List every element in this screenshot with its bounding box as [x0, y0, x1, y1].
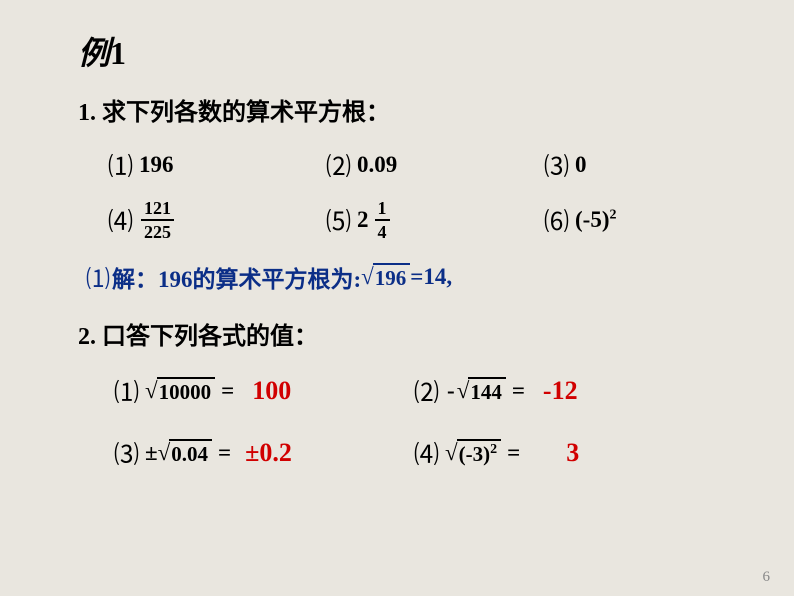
answer-value: 100	[252, 376, 291, 406]
item-6: ⑹ (-5)2	[544, 202, 762, 238]
sqrt-expression: - √ 144 =	[445, 377, 531, 405]
solution-text: 196的算术平方根为:	[158, 260, 361, 294]
equals-sign: =	[507, 440, 520, 466]
prompt-2: 2. 口答下列各式的值：	[78, 316, 734, 351]
item-label: ⑴	[108, 147, 133, 183]
radicand: 196	[373, 263, 411, 291]
negative-sign: -	[447, 378, 455, 404]
item-label: ⑹	[544, 202, 569, 238]
item-2: ⑵ 0.09	[326, 147, 544, 183]
answer-value: 3	[566, 438, 579, 468]
answer-value: -12	[543, 376, 578, 406]
numerator: 121	[141, 199, 174, 221]
answer-row-2: ⑶ ± √ 0.04 = ±0.2 ⑷ √ (-3)2 = 3	[114, 435, 734, 471]
item-4: ⑷ 121 225	[108, 199, 326, 241]
solution-prefix: 解：	[112, 260, 158, 294]
radicand: 10000	[157, 377, 216, 405]
item-label: ⑴	[114, 373, 139, 409]
item-label: ⑷	[108, 202, 133, 238]
fraction: 1 4	[375, 199, 390, 241]
sqrt-expression: √ 10000 =	[145, 377, 240, 405]
item-label: ⑷	[414, 435, 439, 471]
equals-sign: =	[218, 440, 231, 466]
sqrt-expression: √ (-3)2 =	[445, 439, 526, 467]
item-value: 196	[139, 152, 174, 178]
equals-sign: =	[512, 378, 525, 404]
items-row-1: ⑴ 196 ⑵ 0.09 ⑶ 0	[108, 147, 734, 183]
title-number: 1	[110, 35, 126, 71]
expr-1: ⑴ √ 10000 = 100	[114, 373, 374, 409]
item-label: ⑶	[114, 435, 139, 471]
item-label: ⑸	[326, 202, 351, 238]
expr-4: ⑷ √ (-3)2 = 3	[414, 435, 674, 471]
sqrt-expression: √ 196	[361, 263, 410, 291]
solution-result: =14,	[410, 264, 452, 290]
page-number: 6	[763, 569, 771, 586]
item-3: ⑶ 0	[544, 147, 762, 183]
item-value: (-5)2	[575, 207, 616, 233]
slide-content: 例1 1. 求下列各数的算术平方根： ⑴ 196 ⑵ 0.09 ⑶ 0 ⑷ 12…	[0, 0, 794, 517]
whole-part: 2	[357, 207, 369, 233]
answer-row-1: ⑴ √ 10000 = 100 ⑵ - √ 144 = -12	[114, 373, 734, 409]
answer-value: ±0.2	[245, 438, 292, 468]
item-5: ⑸ 2 1 4	[326, 199, 544, 241]
item-label: ⑵	[414, 373, 439, 409]
radicand: 0.04	[169, 439, 212, 467]
solution-label: ⑴	[86, 259, 110, 294]
item-label: ⑶	[544, 147, 569, 183]
solution-line: ⑴ 解： 196的算术平方根为: √ 196 =14,	[86, 259, 734, 294]
radicand: (-3)2	[457, 439, 501, 467]
plus-minus-sign: ±	[145, 440, 158, 466]
items-row-2: ⑷ 121 225 ⑸ 2 1 4 ⑹ (-5)2	[108, 199, 734, 241]
expr-2: ⑵ - √ 144 = -12	[414, 373, 674, 409]
fraction: 121 225	[141, 199, 174, 241]
prompt-1: 1. 求下列各数的算术平方根：	[78, 92, 734, 127]
item-value: 0.09	[357, 152, 397, 178]
radicand: 144	[468, 377, 506, 405]
equals-sign: =	[221, 378, 234, 404]
item-label: ⑵	[326, 147, 351, 183]
denominator: 225	[144, 221, 171, 241]
sqrt-expression: ± √ 0.04 =	[145, 439, 233, 467]
title-prefix: 例	[78, 35, 110, 71]
mixed-number: 2 1 4	[357, 199, 392, 241]
denominator: 4	[378, 221, 387, 241]
example-title: 例1	[78, 28, 734, 74]
numerator: 1	[375, 199, 390, 221]
item-value: 0	[575, 152, 587, 178]
expr-3: ⑶ ± √ 0.04 = ±0.2	[114, 435, 374, 471]
item-1: ⑴ 196	[108, 147, 326, 183]
